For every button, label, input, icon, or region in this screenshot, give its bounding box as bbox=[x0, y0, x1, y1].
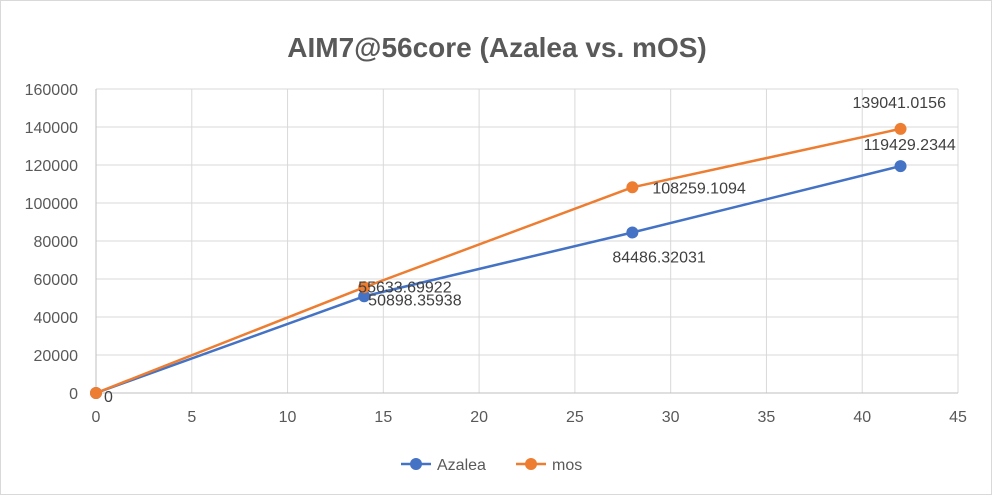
data-point-mos bbox=[358, 281, 371, 294]
data-point-mos bbox=[894, 122, 907, 135]
data-labels: 0 50898.35938 84486.32031 119429.2344 55633.… bbox=[104, 95, 956, 406]
data-point-mos bbox=[90, 387, 102, 399]
legend-label-azalea: Azalea bbox=[437, 457, 486, 474]
y-tick-label: 120000 bbox=[25, 158, 78, 175]
y-tick-label: 160000 bbox=[25, 82, 78, 99]
axes: 0 20000 40000 60000 80000 100000 120000 140000 1… bbox=[25, 82, 967, 426]
x-tick-label: 5 bbox=[187, 409, 196, 426]
y-tick-label: 40000 bbox=[34, 310, 79, 327]
y-tick-label: 20000 bbox=[34, 348, 79, 365]
series-lines bbox=[90, 122, 907, 399]
x-tick-label: 20 bbox=[470, 409, 488, 426]
data-point-azalea bbox=[358, 290, 371, 303]
y-tick-label: 100000 bbox=[25, 196, 78, 213]
data-label-azalea: 50898.35938 bbox=[368, 292, 462, 309]
x-tick-label: 35 bbox=[758, 409, 776, 426]
data-point-azalea bbox=[894, 160, 907, 173]
data-label-mos: 108259.1094 bbox=[652, 180, 746, 197]
legend-marker-mos bbox=[525, 458, 537, 470]
data-label-mos: 55633.69922 bbox=[358, 279, 452, 296]
legend-label-mos: mos bbox=[552, 457, 582, 474]
x-tick-label: 10 bbox=[279, 409, 297, 426]
x-tick-label: 45 bbox=[949, 409, 967, 426]
y-tick-label: 80000 bbox=[34, 234, 79, 251]
x-tick-label: 0 bbox=[92, 409, 101, 426]
series-line-mos bbox=[95, 127, 901, 395]
series-line-azalea bbox=[95, 164, 901, 395]
x-tick-label: 30 bbox=[662, 409, 680, 426]
data-label-azalea: 84486.32031 bbox=[612, 249, 706, 266]
grid-lines bbox=[96, 88, 959, 393]
data-label-azalea: 0 bbox=[104, 389, 113, 406]
data-label-azalea: 119429.2344 bbox=[864, 137, 956, 154]
data-point-mos bbox=[626, 181, 639, 194]
data-point-azalea bbox=[626, 226, 639, 239]
x-tick-label: 40 bbox=[853, 409, 871, 426]
x-tick-label: 25 bbox=[566, 409, 584, 426]
y-tick-label: 0 bbox=[69, 386, 78, 403]
chart-title: AIM7@56core (Azalea vs. mOS) bbox=[287, 32, 706, 63]
y-tick-label: 60000 bbox=[34, 272, 79, 289]
data-label-mos: 139041.0156 bbox=[853, 95, 947, 112]
legend-marker-azalea bbox=[410, 458, 422, 470]
y-tick-label: 140000 bbox=[25, 120, 78, 137]
x-tick-label: 15 bbox=[374, 409, 392, 426]
legend: Azalea mos bbox=[401, 457, 582, 474]
